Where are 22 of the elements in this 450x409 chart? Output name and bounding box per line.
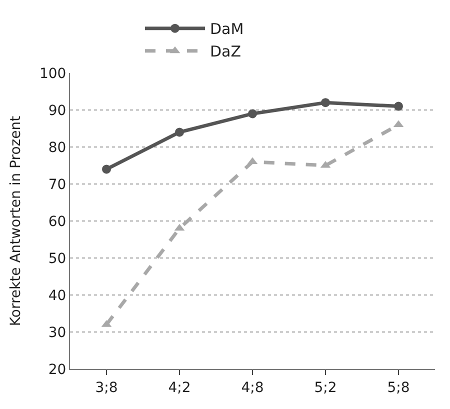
y-tick-label: 60 [48, 214, 66, 230]
y-tick-label: 100 [39, 66, 66, 82]
point [175, 128, 184, 137]
legend-label: DaM [210, 20, 244, 38]
y-tick-label: 20 [48, 362, 66, 378]
y-tick-label: 90 [48, 102, 66, 119]
point [321, 98, 330, 108]
point [102, 164, 111, 174]
legend-label: DaZ [210, 42, 242, 61]
y-tick-label: 50 [48, 250, 66, 267]
y-axis-title: Korrekte Antworten in Prozent [8, 115, 24, 326]
y-tick-label: 40 [48, 288, 66, 304]
point [394, 102, 403, 111]
x-tick-label: 4;2 [168, 380, 191, 396]
y-tick-label: 70 [48, 176, 66, 193]
x-tick-label: 3;8 [95, 380, 118, 396]
y-tick-label: 30 [48, 324, 66, 341]
point [248, 109, 257, 118]
x-tick-label: 4;8 [241, 380, 264, 396]
x-tick-label: 5;2 [314, 380, 337, 396]
y-tick-label: 80 [48, 140, 66, 156]
x-tick-label: 5;8 [387, 380, 410, 396]
